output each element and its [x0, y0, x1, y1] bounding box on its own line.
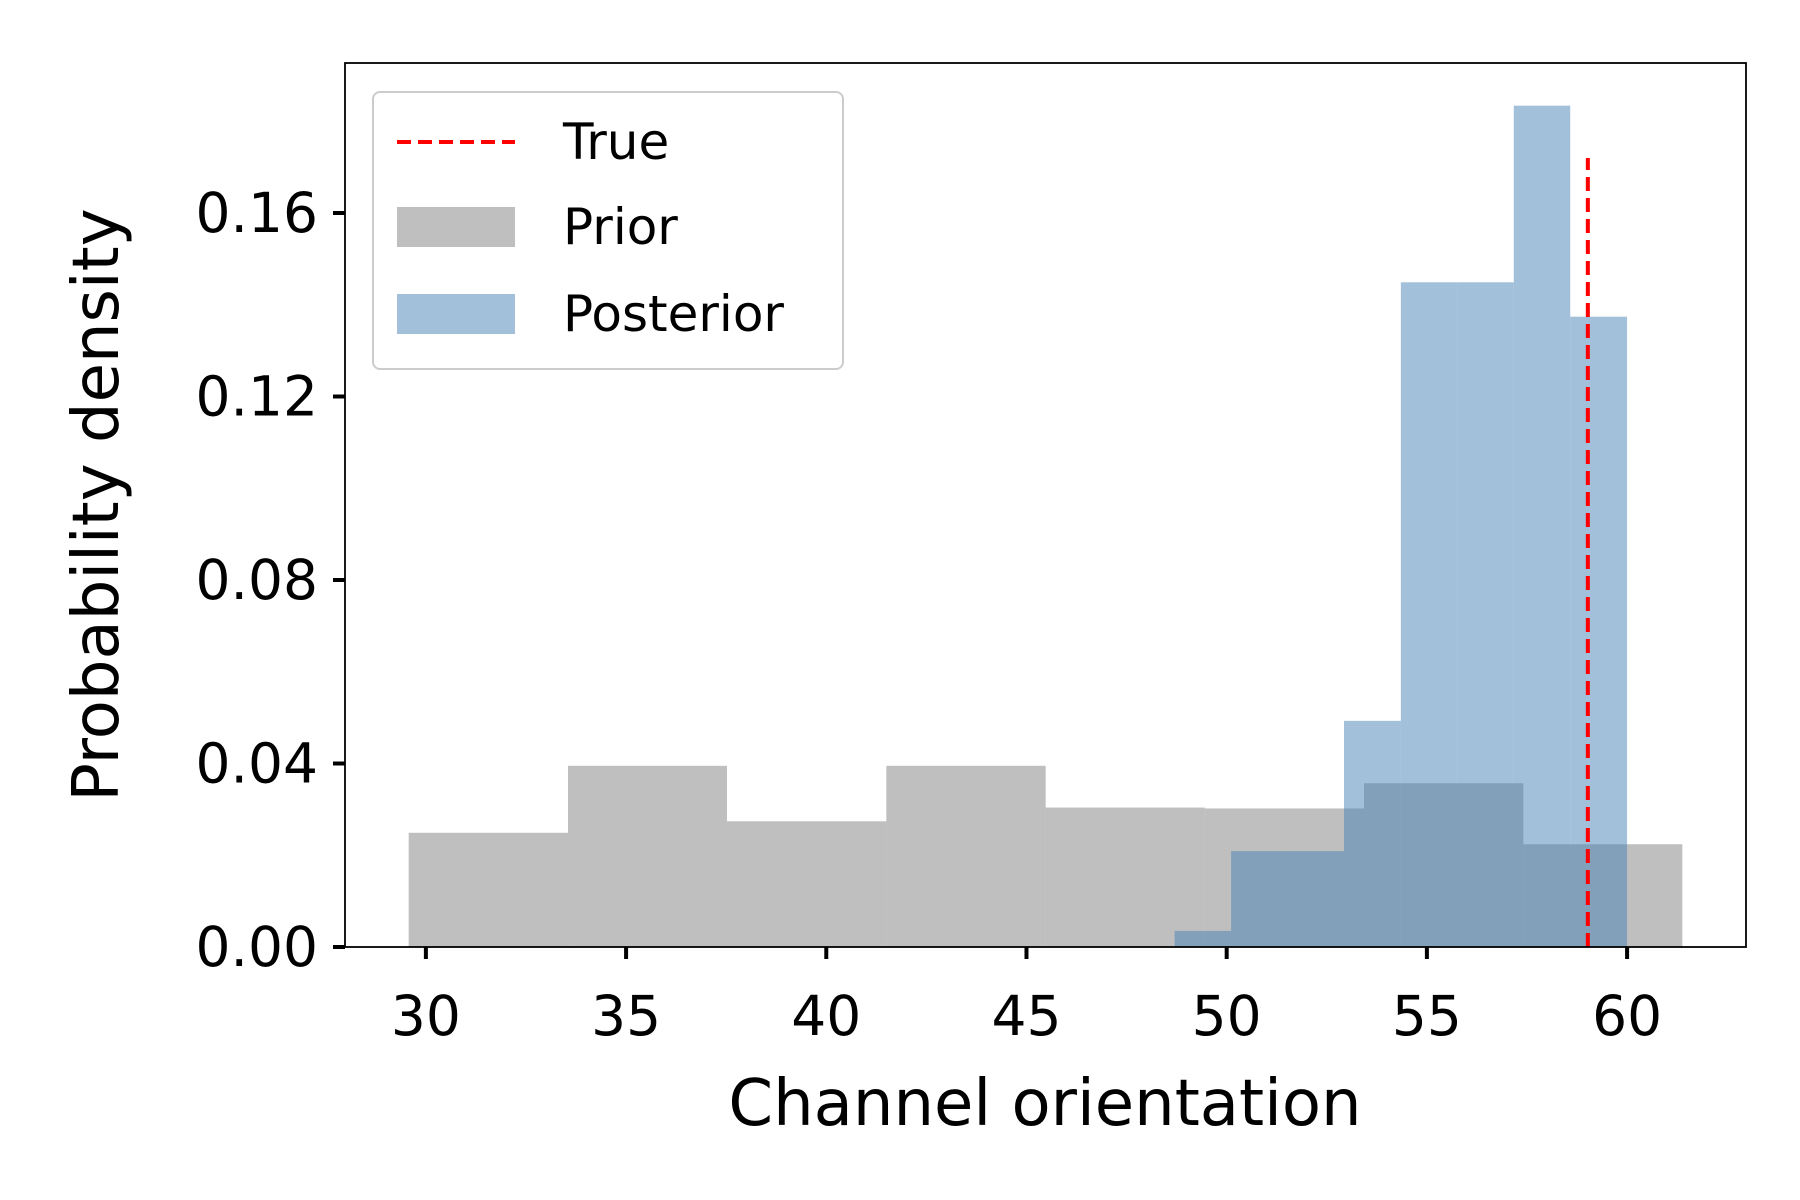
legend-label: Prior [563, 198, 678, 256]
histogram-bar [1343, 720, 1401, 947]
y-tick-label: 0.00 [196, 915, 318, 979]
histogram-bar [1513, 105, 1571, 947]
y-axis-label: Probability density [60, 208, 134, 801]
y-tick-label: 0.12 [196, 365, 318, 429]
histogram-bar [886, 765, 1046, 947]
histogram-bar [726, 821, 887, 947]
histogram-bar [1570, 316, 1628, 947]
legend-handle [397, 294, 515, 334]
legend-handle [397, 207, 515, 247]
x-tick-label: 60 [1592, 984, 1662, 1048]
x-tick-label: 30 [391, 984, 461, 1048]
legend-label: True [562, 113, 669, 171]
histogram-bar [568, 765, 727, 947]
x-tick-label: 45 [991, 984, 1061, 1048]
histogram-bar [408, 832, 569, 947]
histogram-bar [1400, 282, 1458, 947]
plot-frame [344, 62, 1747, 948]
y-tick-label: 0.08 [196, 548, 318, 612]
y-tick-label: 0.16 [196, 181, 318, 245]
histogram-bar [1174, 930, 1232, 947]
x-tick-label: 35 [591, 984, 661, 1048]
x-tick-label: 55 [1392, 984, 1462, 1048]
histogram-bar [1457, 282, 1514, 947]
x-axis-label: Channel orientation [728, 1067, 1361, 1141]
x-tick-label: 50 [1192, 984, 1262, 1048]
x-tick-label: 40 [791, 984, 861, 1048]
histogram-bar [1287, 851, 1344, 947]
legend-label: Posterior [563, 285, 784, 343]
histogram-bar [1231, 851, 1288, 947]
histogram-bar [1045, 807, 1205, 947]
y-tick-label: 0.04 [196, 732, 318, 796]
legend: True Prior Posterior [372, 91, 844, 370]
